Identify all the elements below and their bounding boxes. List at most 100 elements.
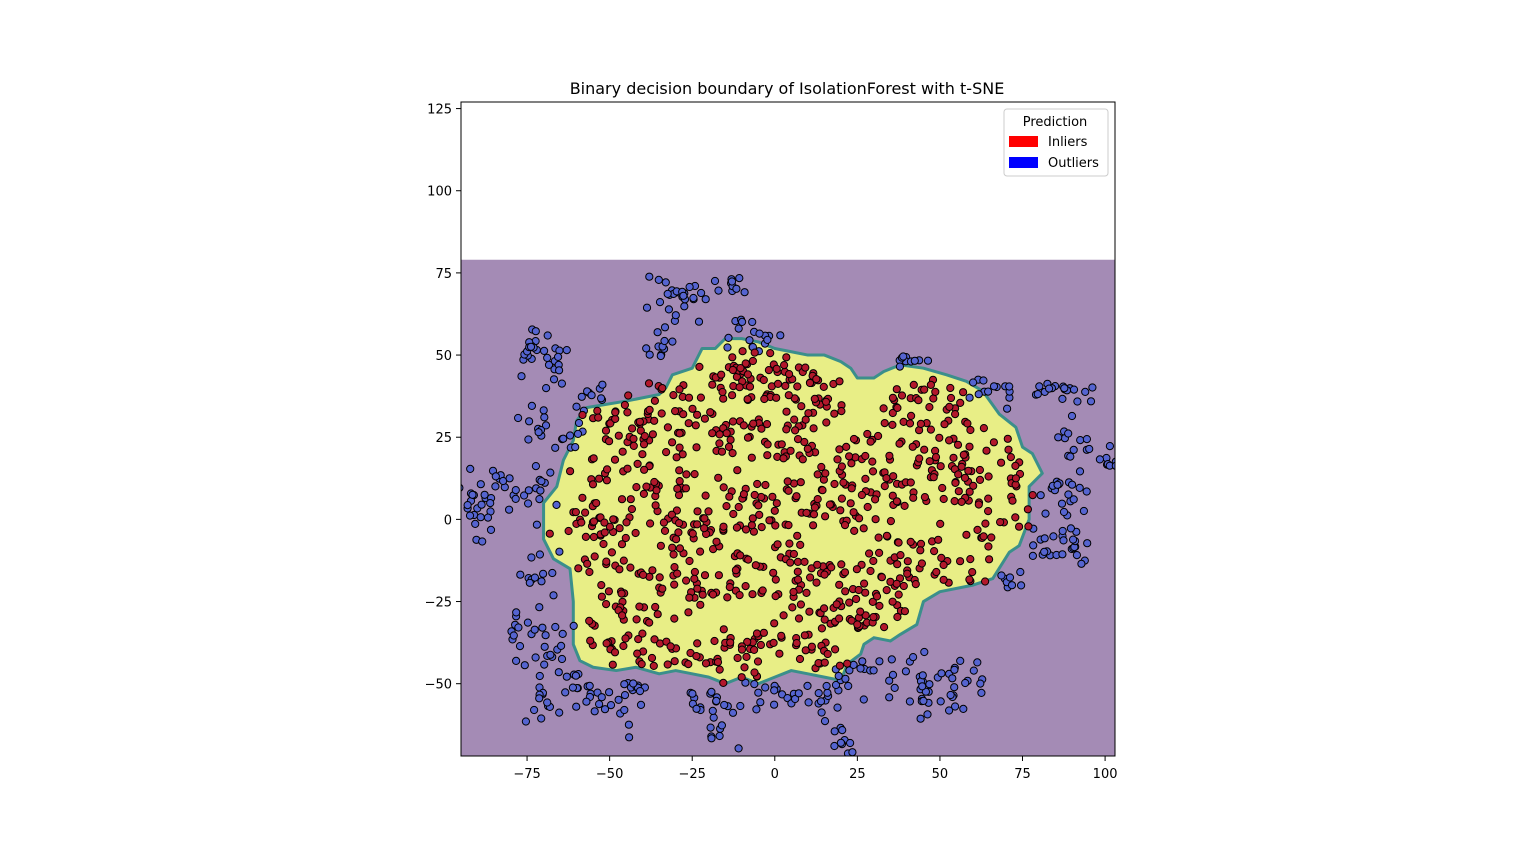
inlier-point — [688, 529, 697, 538]
inlier-point — [805, 607, 814, 616]
outlier-point — [539, 406, 548, 415]
inlier-point — [946, 383, 955, 393]
outlier-point — [1040, 547, 1049, 557]
inlier-point — [810, 503, 820, 512]
inlier-point — [903, 569, 912, 578]
inlier-point — [896, 551, 905, 560]
inlier-point — [796, 540, 805, 550]
outlier-point — [541, 421, 551, 430]
inlier-point — [981, 519, 990, 528]
inlier-point — [731, 566, 741, 575]
inlier-point — [888, 597, 897, 606]
inlier-point — [666, 642, 675, 651]
outlier-point — [511, 494, 520, 503]
outlier-point — [514, 623, 523, 632]
outlier-point — [543, 698, 552, 707]
outlier-point — [1073, 397, 1082, 406]
inlier-point — [861, 474, 870, 483]
inlier-point — [597, 592, 607, 601]
outlier-point — [535, 550, 545, 559]
outlier-point — [523, 618, 533, 627]
inlier-point — [818, 486, 827, 495]
inlier-point — [885, 451, 894, 460]
outlier-point — [817, 708, 826, 717]
inlier-point — [749, 419, 758, 428]
outlier-point — [660, 323, 670, 332]
outlier-point — [834, 671, 843, 681]
outlier-point — [1035, 382, 1044, 391]
outlier-point — [997, 571, 1006, 580]
inlier-point — [820, 604, 829, 613]
outlier-point — [1005, 382, 1014, 391]
outlier-point — [1016, 567, 1025, 577]
inlier-point — [634, 635, 643, 644]
inlier-point — [832, 600, 841, 609]
outlier-point — [946, 690, 955, 700]
inlier-point — [920, 493, 930, 502]
outlier-point — [740, 288, 749, 297]
outlier-point — [707, 687, 716, 697]
inlier-point — [675, 544, 685, 553]
outlier-point — [875, 657, 884, 666]
legend: Prediction Inliers Outliers — [1003, 108, 1109, 177]
inlier-point — [726, 435, 735, 444]
outlier-point — [539, 569, 548, 578]
inlier-point — [835, 614, 844, 623]
outlier-point — [844, 681, 853, 691]
inlier-point — [880, 623, 889, 632]
inlier-point — [869, 613, 878, 622]
inlier-point — [708, 380, 717, 389]
outlier-point — [706, 723, 715, 732]
inlier-point — [713, 658, 723, 667]
outlier-point — [571, 671, 581, 680]
inlier-point — [782, 425, 791, 434]
inlier-point — [681, 484, 691, 493]
x-tick-label: −75 — [513, 767, 540, 782]
inlier-point — [648, 566, 657, 575]
inlier-point — [763, 440, 772, 449]
outlier-point — [537, 477, 546, 486]
outlier-point — [895, 362, 905, 371]
inlier-point — [785, 370, 794, 379]
inlier-point — [939, 560, 948, 570]
outlier-point — [572, 402, 581, 411]
inlier-point — [821, 512, 830, 521]
inlier-point — [793, 531, 802, 540]
outlier-point — [516, 570, 525, 579]
inlier-point — [688, 404, 697, 413]
outlier-point — [959, 704, 968, 714]
inlier-point — [675, 477, 684, 486]
inlier-point — [984, 472, 993, 481]
inlier-point — [673, 484, 682, 493]
inlier-point — [733, 466, 742, 475]
outlier-point — [555, 708, 564, 717]
inlier-point — [852, 594, 861, 604]
inlier-point — [700, 514, 709, 523]
outlier-point — [535, 694, 544, 703]
inlier-point — [658, 384, 667, 393]
outlier-point — [979, 376, 988, 385]
inlier-point — [888, 420, 897, 429]
outlier-point — [1058, 526, 1067, 536]
outlier-point — [973, 658, 982, 667]
outlier-point — [466, 464, 475, 473]
inlier-point — [586, 636, 595, 645]
inlier-point — [771, 575, 780, 584]
inlier-point — [752, 629, 762, 638]
y-tick-label: 50 — [435, 349, 452, 364]
outlier-point — [741, 678, 750, 687]
inlier-point — [892, 579, 901, 588]
outlier-point — [597, 693, 606, 702]
inlier-point — [801, 363, 810, 372]
outlier-point — [557, 379, 567, 388]
inlier-point — [577, 518, 586, 527]
inlier-point — [639, 570, 648, 580]
inlier-point — [866, 437, 875, 446]
inlier-point — [908, 442, 917, 451]
outlier-point — [848, 748, 857, 756]
inlier-point — [802, 508, 811, 518]
inlier-point — [875, 601, 884, 611]
inlier-point — [728, 417, 738, 426]
outlier-point — [642, 344, 651, 353]
inlier-point — [837, 462, 847, 471]
